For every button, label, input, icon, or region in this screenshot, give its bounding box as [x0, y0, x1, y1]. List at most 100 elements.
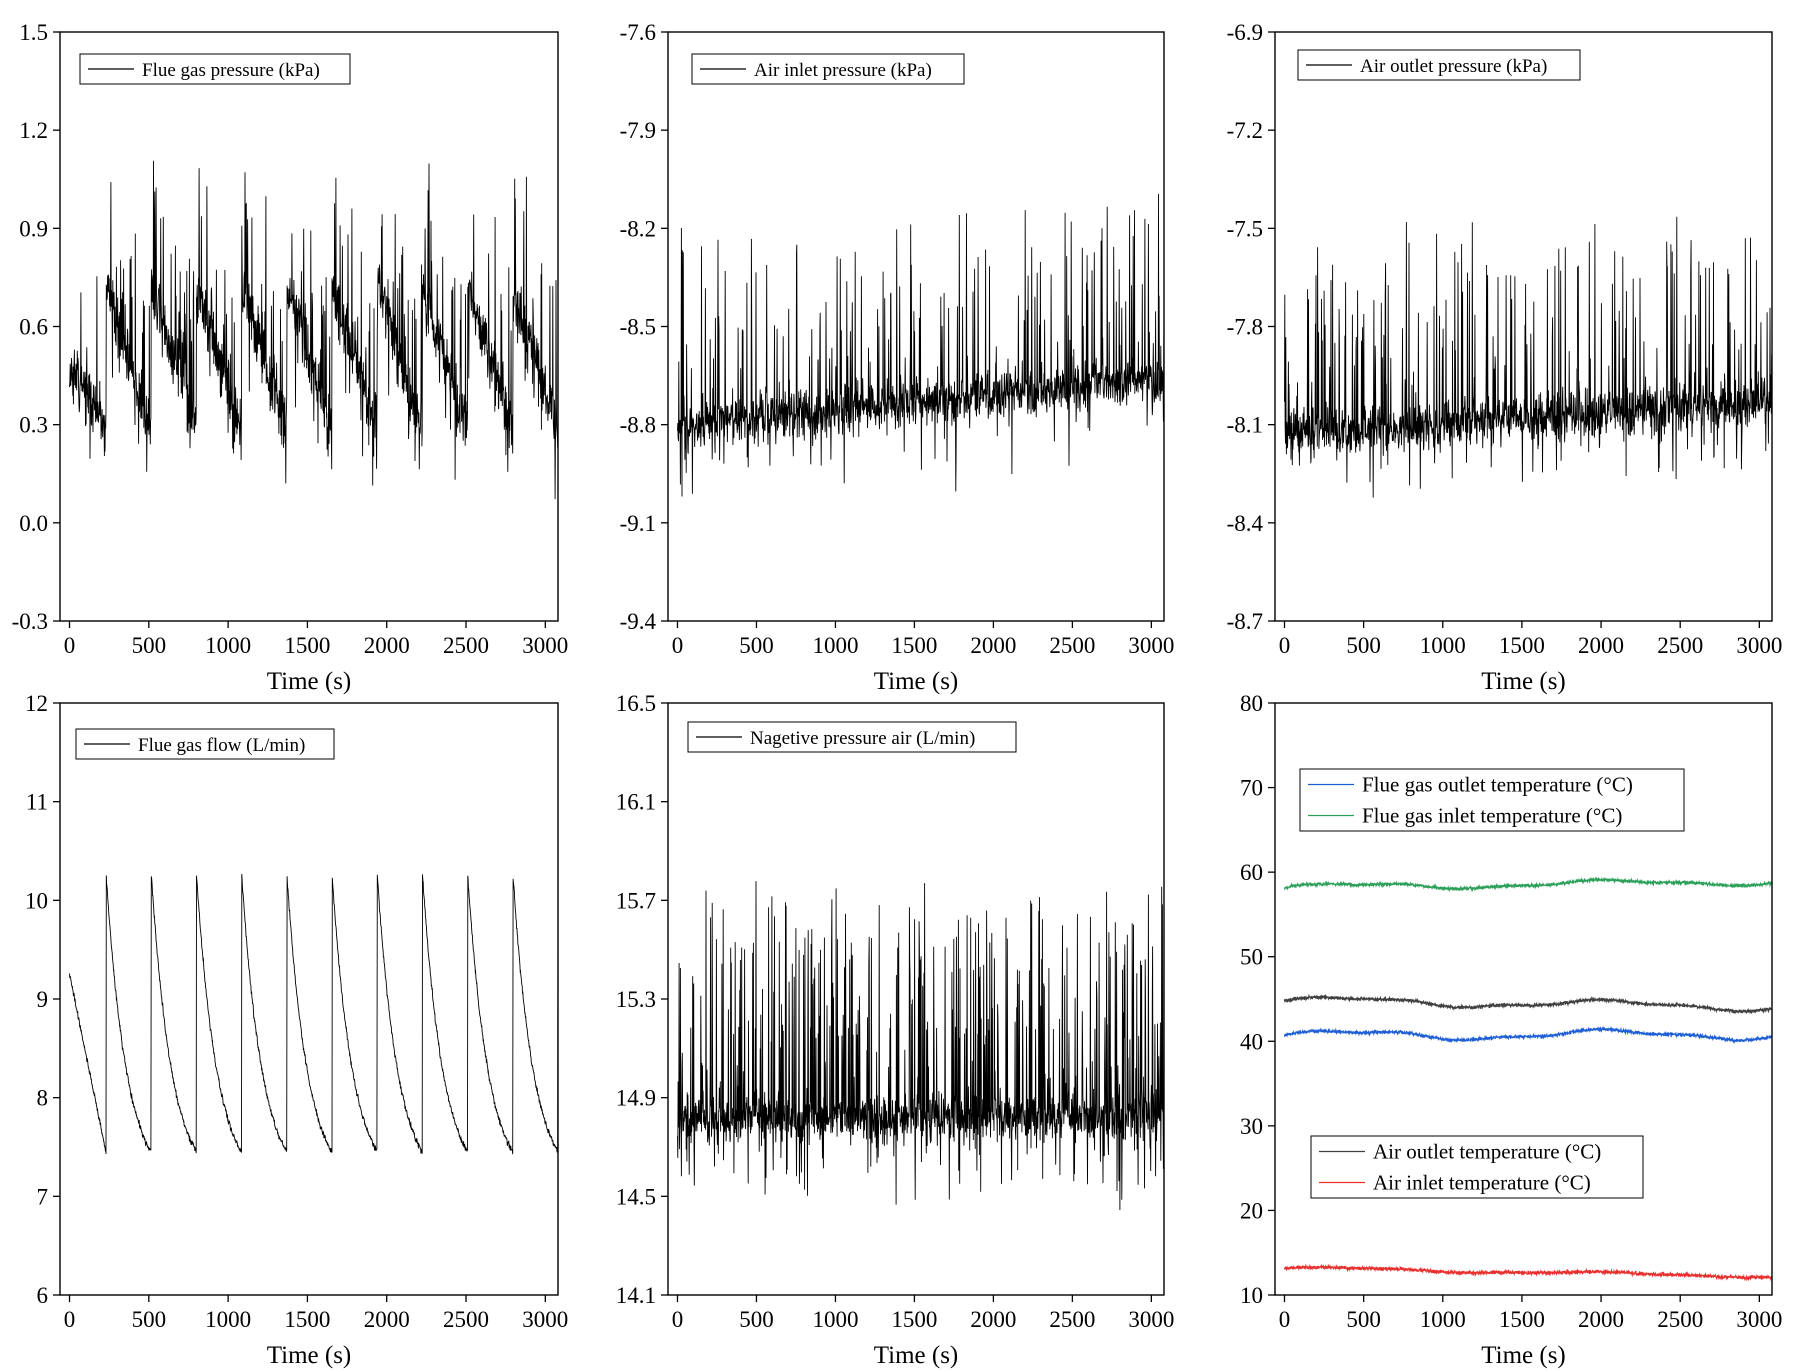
x-tick-label: 3000	[1736, 1307, 1782, 1332]
series-line-1	[677, 193, 1164, 497]
y-tick-label: 8	[37, 1086, 49, 1111]
y-tick-label: 14.9	[616, 1086, 656, 1111]
y-tick-label: 1.2	[19, 118, 48, 143]
y-tick-label: 14.5	[616, 1184, 656, 1209]
series-line-1	[69, 872, 558, 1155]
plot-frame	[667, 702, 1165, 1296]
y-tick-label: 40	[1240, 1029, 1263, 1054]
x-tick-label: 0	[672, 633, 684, 658]
series-line-4	[1283, 1263, 1772, 1282]
x-tick-label: 500	[739, 633, 774, 658]
x-tick-label: 1500	[891, 1307, 937, 1332]
y-tick-label: 15.3	[616, 987, 656, 1012]
plot-frame	[667, 31, 1165, 622]
legend: Nagetive pressure air (L/min)	[687, 721, 1017, 753]
y-tick-label: -8.2	[620, 216, 656, 241]
legend-box	[687, 721, 1017, 753]
x-tick-label: 2000	[970, 1307, 1016, 1332]
x-tick-label: 1500	[1499, 633, 1545, 658]
x-tick-label: 2500	[1657, 1307, 1703, 1332]
y-tick-label: -8.7	[1227, 609, 1263, 634]
x-tick-label: 0	[672, 1307, 684, 1332]
x-tick-label: 1500	[891, 633, 937, 658]
y-tick-label: 20	[1240, 1198, 1263, 1223]
chart-panel-6: 0 500 1000 1500 2000 2500 3000 Time (s) 10 20 30 40…	[1240, 691, 1782, 1369]
x-tick-label: 3000	[522, 1307, 568, 1332]
legend-entry: Flue gas flow (L/min)	[138, 735, 305, 756]
plot-frame	[1274, 702, 1773, 1296]
y-tick-label: 16.5	[616, 691, 656, 716]
x-tick-label: 1000	[205, 1307, 251, 1332]
chart-panel-2: 0 500 1000 1500 2000 2500 3000 Time (s) -9.4 -9.1…	[620, 20, 1175, 695]
chart-panel-5: 0 500 1000 1500 2000 2500 3000 Time (s) 14.1 14.5…	[616, 691, 1175, 1369]
y-tick-label: -8.5	[620, 315, 656, 340]
legend-box	[691, 53, 965, 85]
y-tick-label: 14.1	[616, 1283, 656, 1308]
legend: Flue gas flow (L/min)	[75, 728, 335, 760]
y-tick-label: -6.9	[1227, 20, 1263, 45]
y-tick-label: 10	[1240, 1283, 1263, 1308]
y-tick-label: -7.6	[620, 20, 656, 45]
legend-entry: Air inlet pressure (kPa)	[754, 60, 932, 81]
x-axis-label: Time (s)	[267, 1342, 352, 1369]
x-tick-label: 500	[1346, 1307, 1381, 1332]
legend-entry: Air outlet temperature (°C)	[1373, 1140, 1601, 1164]
x-tick-label: 1000	[812, 633, 858, 658]
x-tick-label: 2000	[364, 633, 410, 658]
y-tick-label: 80	[1240, 691, 1263, 716]
series-line-1	[677, 881, 1164, 1211]
x-tick-label: 2000	[970, 633, 1016, 658]
plot-frame	[59, 702, 559, 1296]
x-tick-label: 500	[132, 633, 167, 658]
x-tick-label: 2500	[443, 633, 489, 658]
legend: Flue gas outlet temperature (°C) Flue gas…	[1299, 768, 1685, 832]
chart-panel-3: 0 500 1000 1500 2000 2500 3000 Time (s) -8.7 -8.4…	[1227, 20, 1783, 695]
x-tick-label: 0	[64, 1307, 76, 1332]
x-tick-label: 0	[1279, 1307, 1291, 1332]
legend-entry: Air inlet temperature (°C)	[1373, 1171, 1591, 1195]
y-tick-label: -7.5	[1227, 216, 1263, 241]
chart-panel-4: 0 500 1000 1500 2000 2500 3000 Time (s) 6 7 8 9 10 11…	[25, 691, 568, 1369]
x-tick-label: 500	[739, 1307, 774, 1332]
legend-entry: Flue gas inlet temperature (°C)	[1362, 804, 1622, 828]
x-tick-label: 3000	[1128, 1307, 1174, 1332]
x-tick-label: 1000	[812, 1307, 858, 1332]
series-line-1	[69, 160, 558, 500]
y-tick-label: -9.1	[620, 511, 656, 536]
x-tick-label: 3000	[1128, 633, 1174, 658]
x-tick-label: 2000	[1578, 1307, 1624, 1332]
y-tick-label: -8.4	[1227, 511, 1264, 536]
x-tick-label: 2500	[1049, 1307, 1095, 1332]
x-tick-label: 1000	[205, 633, 251, 658]
y-tick-label: 1.5	[19, 20, 48, 45]
x-tick-label: 3000	[1736, 633, 1782, 658]
y-tick-label: -8.1	[1227, 413, 1263, 438]
x-tick-label: 1500	[284, 1307, 330, 1332]
x-tick-label: 500	[1346, 633, 1381, 658]
y-tick-label: 15.7	[616, 888, 656, 913]
legend-entry: Flue gas pressure (kPa)	[142, 60, 320, 81]
x-tick-label: 1500	[284, 633, 330, 658]
chart-panel-1: 0 500 1000 1500 2000 2500 3000 Time (s) -0.3 0.0 0…	[12, 20, 569, 695]
y-tick-label: 0.0	[19, 511, 48, 536]
series-line-1	[1284, 216, 1772, 498]
y-tick-label: 30	[1240, 1114, 1263, 1139]
y-tick-label: -0.3	[12, 609, 48, 634]
x-axis-label: Time (s)	[874, 668, 959, 695]
y-tick-label: 10	[25, 888, 48, 913]
y-tick-label: -7.9	[620, 118, 656, 143]
legend-entry: Flue gas outlet temperature (°C)	[1362, 773, 1633, 797]
x-tick-label: 2500	[443, 1307, 489, 1332]
legend-entry: Air outlet pressure (kPa)	[1360, 56, 1547, 77]
y-tick-label: -7.2	[1227, 118, 1263, 143]
y-tick-label: -7.8	[1227, 315, 1263, 340]
legend: Air inlet pressure (kPa)	[691, 53, 965, 85]
y-tick-label: 7	[37, 1184, 49, 1209]
x-tick-label: 2000	[364, 1307, 410, 1332]
x-tick-label: 0	[64, 633, 76, 658]
legend: Air outlet temperature (°C) Air inlet tem…	[1310, 1135, 1644, 1199]
y-tick-label: 50	[1240, 945, 1263, 970]
x-axis-label: Time (s)	[874, 1342, 959, 1369]
y-tick-label: 6	[37, 1283, 49, 1308]
